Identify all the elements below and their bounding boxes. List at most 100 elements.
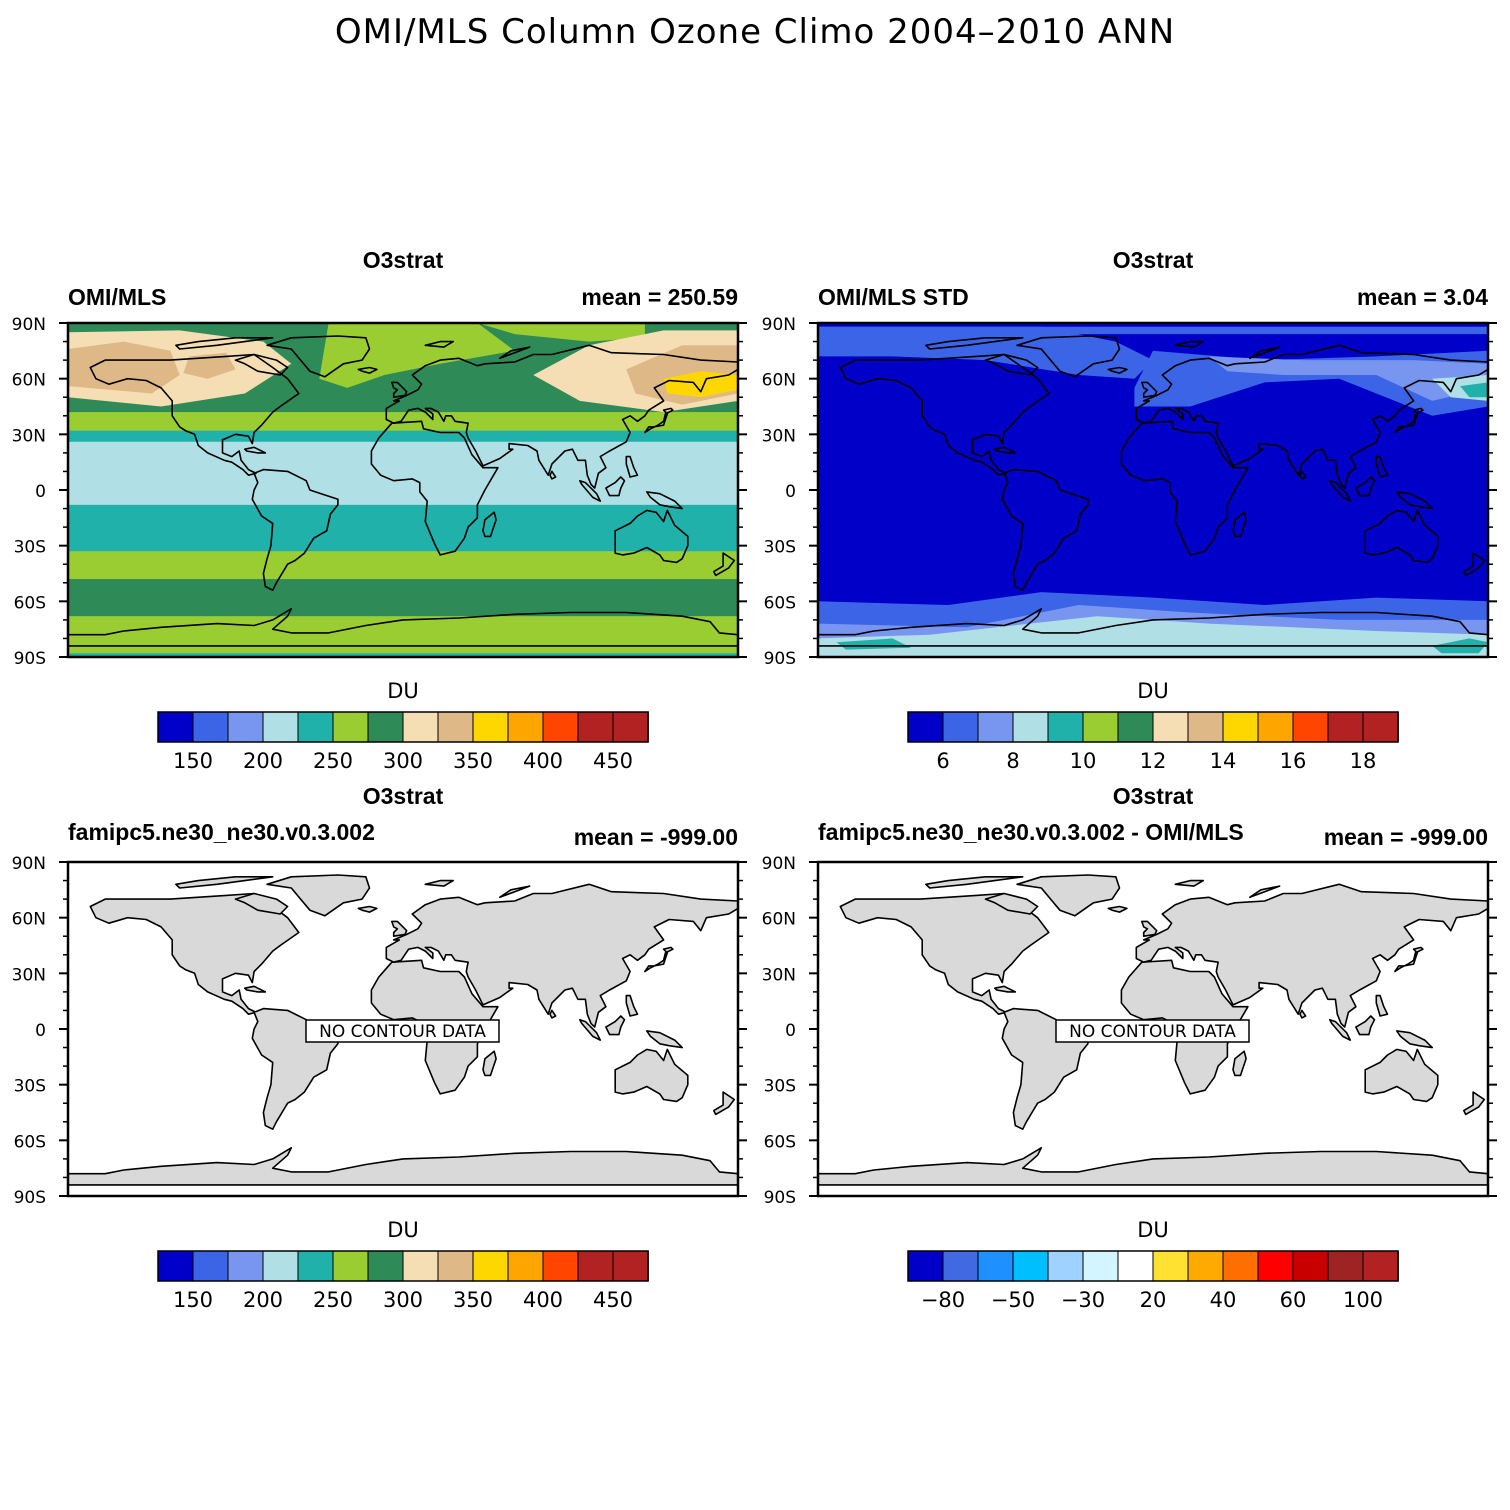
coastline-japan xyxy=(644,407,674,434)
coastline-antarctica xyxy=(68,1147,738,1186)
coastline-sumatra xyxy=(1329,1018,1352,1041)
coastline-philippines xyxy=(625,455,639,478)
colorbar-swatch xyxy=(1292,1250,1329,1282)
colorbar-label: 350 xyxy=(453,1288,493,1312)
coastline-new-zealand xyxy=(1463,552,1486,577)
map-area xyxy=(68,323,738,657)
colorbar-label: 8 xyxy=(1006,749,1019,773)
coastline-greenland xyxy=(1016,874,1121,917)
panel-super-title: O3strat xyxy=(363,247,444,273)
coastline-japan xyxy=(1394,946,1424,973)
coastline-greenland xyxy=(266,335,371,378)
colorbar-label: 14 xyxy=(1210,749,1237,773)
lat-label: 30S xyxy=(764,1077,796,1097)
colorbar-swatch xyxy=(262,711,299,743)
lat-label: 0 xyxy=(785,1021,796,1041)
no-contour-label: NO CONTOUR DATA xyxy=(319,1022,486,1042)
colorbar-label: 12 xyxy=(1140,749,1167,773)
colorbar-swatch xyxy=(1257,1250,1294,1282)
colorbar-swatch xyxy=(402,1250,439,1282)
lat-label: 90S xyxy=(764,649,796,669)
colorbar-swatch xyxy=(612,711,649,743)
coastline-great-britain xyxy=(1141,920,1158,938)
colorbar-swatch xyxy=(192,711,229,743)
coastline-australia xyxy=(1364,1048,1439,1103)
coastline-sri-lanka xyxy=(1299,1009,1307,1019)
lat-label: 30N xyxy=(12,965,46,985)
contour-region xyxy=(183,352,236,379)
coastline-svalbard xyxy=(424,340,455,348)
coastline-greenland xyxy=(266,874,371,917)
lat-label: 90N xyxy=(12,854,46,874)
lat-label: 30S xyxy=(764,538,796,558)
lat-label: 30S xyxy=(14,1077,46,1097)
colorbar-label: 450 xyxy=(593,749,633,773)
colorbar-swatch xyxy=(332,711,369,743)
colorbar-label: 300 xyxy=(383,749,423,773)
coastline-philippines xyxy=(1375,994,1389,1017)
colorbar-label: 450 xyxy=(593,1288,633,1312)
colorbar-swatch xyxy=(1012,711,1049,743)
lat-label: 30N xyxy=(762,426,796,446)
colorbar-label: 400 xyxy=(523,749,563,773)
coastline-new-zealand xyxy=(712,1091,736,1116)
colorbar-label: 6 xyxy=(936,749,949,773)
panel-left-label: famipc5.ne30_ne30.v0.3.002 xyxy=(68,819,375,845)
coastline-arctic-isles xyxy=(175,336,274,350)
coastline-borneo xyxy=(1355,476,1376,497)
coastline-madagascar xyxy=(1232,1050,1247,1077)
colorbar-swatch xyxy=(907,1250,944,1282)
colorbar-swatch xyxy=(157,711,194,743)
colorbar-swatch xyxy=(227,711,264,743)
colorbar-swatch xyxy=(1152,1250,1189,1282)
contour-band xyxy=(68,504,738,552)
contour-band xyxy=(68,412,738,432)
colorbar-swatch xyxy=(942,1250,979,1282)
map-panel-1: O3strat OMI/MLS mean = 250.59 90N 60N 30N 0 30S… xyxy=(12,247,747,773)
colorbar-label: 150 xyxy=(173,1288,213,1312)
figure-title: OMI/MLS Column Ozone Climo 2004–2010 ANN xyxy=(334,12,1176,52)
coastline-novaya-zemlya xyxy=(498,346,531,360)
coastline-madagascar xyxy=(482,1050,497,1077)
lat-label: 60N xyxy=(762,910,796,930)
lat-label: 90N xyxy=(12,315,46,335)
coastline-svalbard xyxy=(1174,340,1205,348)
lat-label: 60N xyxy=(12,910,46,930)
coastline-iceland xyxy=(357,905,378,913)
coastline-new-guinea xyxy=(645,1030,684,1049)
coastline-sumatra xyxy=(1329,479,1352,502)
lat-label: 0 xyxy=(35,482,46,502)
coastline-sumatra xyxy=(578,479,602,502)
colorbar-swatch xyxy=(542,711,579,743)
coastline-australia xyxy=(614,1048,689,1103)
colorbar-label: 150 xyxy=(173,749,213,773)
colorbar-frame xyxy=(907,1250,1399,1282)
panel-mean-label: mean = 250.59 xyxy=(581,284,738,310)
contour-band xyxy=(68,430,738,443)
coastline-north-america xyxy=(839,353,1050,477)
lat-label: 90N xyxy=(762,315,796,335)
colorbar-swatch xyxy=(1047,711,1084,743)
colorbar-title: DU xyxy=(1137,679,1169,703)
colorbar-swatch xyxy=(1292,711,1329,743)
coastline-novaya-zemlya xyxy=(1249,885,1281,899)
coastline-africa xyxy=(1120,420,1249,556)
colorbar-swatch xyxy=(1117,711,1154,743)
contour-region xyxy=(663,371,738,398)
contour-band xyxy=(68,579,738,617)
coastline-antarctica xyxy=(818,607,1488,647)
colorbar-swatch xyxy=(1222,1250,1259,1282)
colorbar-swatch xyxy=(227,1250,264,1282)
lat-label: 90S xyxy=(14,649,46,669)
colorbar-title: DU xyxy=(1137,1218,1169,1242)
colorbar-label: 60 xyxy=(1280,1288,1307,1312)
colorbar-swatch xyxy=(437,1250,474,1282)
colorbar-swatch xyxy=(1152,711,1189,743)
colorbar-label: 20 xyxy=(1140,1288,1167,1312)
colorbar-label: 18 xyxy=(1350,749,1377,773)
lat-label: 90S xyxy=(14,1188,46,1208)
colorbar-label: 350 xyxy=(453,749,493,773)
colorbar-swatch xyxy=(262,1250,299,1282)
coastline-arctic-isles xyxy=(925,336,1024,350)
panel-mean-label: mean = -999.00 xyxy=(574,824,738,850)
